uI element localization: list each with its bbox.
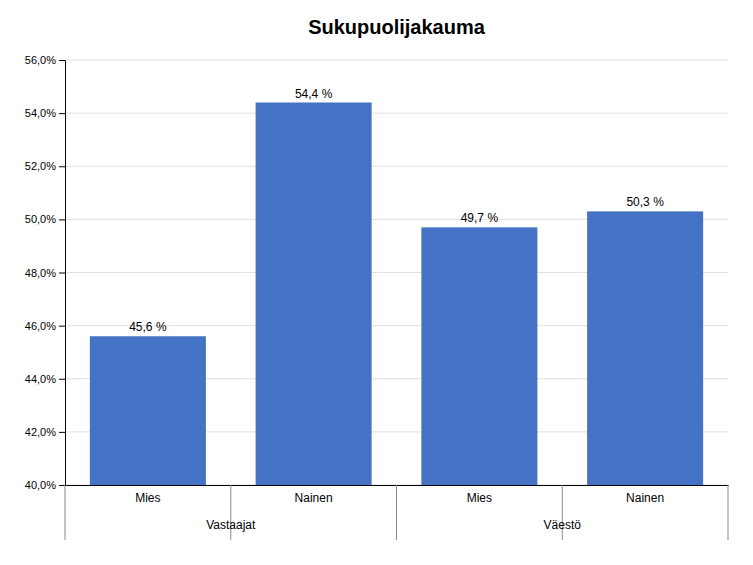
- y-tick: 42,0%: [25, 426, 65, 438]
- y-tick-mark: [59, 273, 65, 274]
- bar: [256, 103, 372, 486]
- y-tick: 44,0%: [25, 373, 65, 385]
- chart: 40,0% 42,0% 44,0% 46,0% 48,0% 50,0% 52,0% 54,0%…: [0, 0, 753, 565]
- bars: [90, 103, 703, 486]
- plot: 40,0% 42,0% 44,0% 46,0% 48,0% 50,0% 52,0% 54,0%…: [25, 54, 729, 540]
- y-tick-label: 46,0%: [25, 320, 56, 332]
- x-tick-label: Nainen: [295, 491, 333, 505]
- dividers: [65, 485, 728, 540]
- bar: [421, 227, 537, 485]
- y-tick-label: 48,0%: [25, 267, 56, 279]
- bar: [90, 336, 206, 485]
- x-tick: Mies: [467, 485, 492, 505]
- grid-line: [65, 113, 728, 114]
- grid: [65, 60, 728, 485]
- data-label: 45,6 %: [129, 320, 167, 334]
- data-labels: 45,6 % 54,4 % 49,7 % 50,3 %: [129, 87, 664, 335]
- y-tick: 56,0%: [25, 54, 65, 66]
- group-label: Väestö: [544, 518, 582, 532]
- grid-line: [65, 166, 728, 167]
- data-label: 50,3 %: [626, 195, 664, 209]
- grid-line: [65, 60, 728, 61]
- y-tick: 50,0%: [25, 213, 65, 225]
- y-tick-mark: [59, 326, 65, 327]
- y-tick-label: 52,0%: [25, 160, 56, 172]
- y-tick-label: 56,0%: [25, 54, 56, 66]
- bar: [587, 211, 703, 485]
- y-tick: 46,0%: [25, 320, 65, 332]
- x-tick-label: Mies: [467, 491, 492, 505]
- y-tick-label: 50,0%: [25, 213, 56, 225]
- x-tick: Nainen: [295, 485, 333, 505]
- y-tick: 40,0%: [25, 479, 65, 491]
- y-tick-mark: [59, 113, 65, 114]
- y-tick-label: 44,0%: [25, 373, 56, 385]
- y-tick-mark: [59, 485, 65, 486]
- y-tick: 54,0%: [25, 107, 65, 119]
- y-tick: 52,0%: [25, 160, 65, 172]
- y-tick-label: 42,0%: [25, 426, 56, 438]
- x-tick: Nainen: [626, 485, 664, 505]
- data-label: 54,4 %: [295, 87, 333, 101]
- x-tick-label: Mies: [135, 491, 160, 505]
- divider: [396, 485, 397, 540]
- divider: [728, 485, 729, 540]
- y-axis-line: [59, 61, 66, 486]
- x-tick: Mies: [135, 485, 160, 505]
- x-tick-label: Nainen: [626, 491, 664, 505]
- y-tick-label: 40,0%: [25, 479, 56, 491]
- y-tick-mark: [59, 166, 65, 167]
- y-tick-mark: [59, 60, 65, 61]
- title: Sukupuolijakauma: [308, 16, 486, 38]
- y-axis: 40,0% 42,0% 44,0% 46,0% 48,0% 50,0% 52,0% 54,0%…: [25, 54, 66, 491]
- y-tick: 48,0%: [25, 267, 65, 279]
- y-tick-label: 54,0%: [25, 107, 56, 119]
- divider: [65, 485, 66, 540]
- y-tick-mark: [59, 219, 65, 220]
- group-labels: Vastaajat Väestö: [206, 518, 581, 532]
- data-label: 49,7 %: [461, 211, 499, 225]
- group-label: Vastaajat: [206, 518, 256, 532]
- y-tick-mark: [59, 432, 65, 433]
- y-tick-mark: [59, 379, 65, 380]
